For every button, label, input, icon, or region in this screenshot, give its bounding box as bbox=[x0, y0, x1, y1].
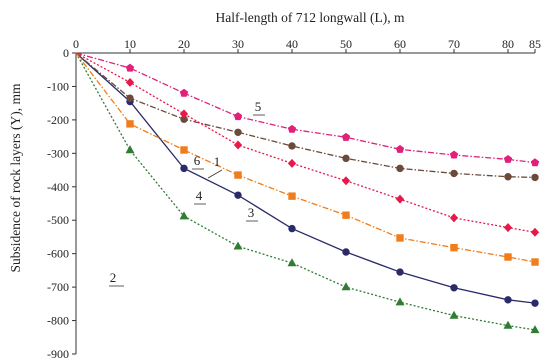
data-point bbox=[342, 248, 350, 256]
data-point bbox=[341, 132, 351, 141]
data-point bbox=[396, 268, 404, 276]
y-tick-label: -300 bbox=[47, 146, 69, 160]
series-label-5: 5 bbox=[255, 99, 262, 114]
data-point bbox=[449, 150, 459, 159]
x-tick-label: 0 bbox=[73, 37, 79, 51]
y-tick-label: -900 bbox=[47, 347, 69, 360]
data-point bbox=[396, 234, 404, 242]
data-point bbox=[530, 158, 540, 167]
data-point bbox=[234, 128, 242, 136]
data-point bbox=[288, 192, 296, 200]
series-2 bbox=[75, 52, 540, 334]
x-tick-label: 30 bbox=[232, 37, 244, 51]
y-tick-label: -700 bbox=[47, 280, 69, 294]
series-label-6: 6 bbox=[194, 153, 201, 168]
y-tick-label: 0 bbox=[63, 46, 69, 60]
data-point bbox=[288, 142, 296, 150]
data-point bbox=[530, 227, 540, 237]
data-point bbox=[125, 145, 135, 154]
series-line bbox=[75, 52, 536, 304]
data-point bbox=[449, 310, 459, 319]
y-tick-label: -500 bbox=[47, 213, 69, 227]
data-point bbox=[503, 223, 513, 233]
series-3 bbox=[75, 52, 539, 182]
data-point bbox=[180, 146, 188, 154]
x-axis-title: Half-length of 712 longwall (L), m bbox=[216, 10, 405, 25]
data-point bbox=[287, 124, 297, 133]
y-tick-labels: 0 -100 -200 -300 -400 -500 -600 -700 -800 -900 bbox=[47, 46, 69, 360]
x-tick-label: 40 bbox=[286, 37, 298, 51]
y-tick-label: -200 bbox=[47, 113, 69, 127]
data-point bbox=[449, 213, 459, 223]
data-point bbox=[504, 253, 512, 261]
data-point bbox=[179, 211, 189, 220]
data-point bbox=[341, 282, 351, 291]
data-point bbox=[233, 112, 243, 121]
data-point bbox=[531, 299, 539, 307]
data-point bbox=[450, 169, 458, 178]
data-point bbox=[179, 109, 189, 119]
x-tick-label: 80 bbox=[502, 37, 514, 51]
x-tick-labels: 0 10 20 30 40 50 60 70 80 85 bbox=[73, 37, 541, 51]
x-tick-label: 70 bbox=[448, 37, 460, 51]
data-point bbox=[341, 176, 351, 186]
series-line bbox=[75, 52, 536, 331]
data-point bbox=[126, 94, 134, 102]
data-point bbox=[395, 297, 405, 306]
data-point bbox=[531, 258, 539, 266]
series-line bbox=[75, 52, 536, 233]
data-point bbox=[342, 211, 350, 219]
series-5 bbox=[75, 52, 540, 167]
data-point bbox=[126, 120, 134, 128]
label-leader-line bbox=[207, 169, 223, 179]
x-tick-label: 10 bbox=[124, 37, 136, 51]
series-label-3: 3 bbox=[248, 205, 255, 220]
series-4 bbox=[75, 52, 539, 266]
y-tick-label: -600 bbox=[47, 247, 69, 261]
data-point bbox=[504, 173, 512, 181]
x-tick-label: 85 bbox=[529, 37, 541, 51]
data-point bbox=[395, 194, 405, 204]
data-point bbox=[287, 158, 297, 168]
data-point bbox=[233, 140, 243, 150]
series-line bbox=[75, 52, 536, 179]
data-point bbox=[233, 241, 243, 250]
series-labels: 1 2 3 4 5 6 bbox=[109, 99, 265, 287]
data-point bbox=[234, 171, 242, 179]
data-point bbox=[531, 173, 539, 182]
data-point bbox=[342, 154, 350, 163]
series-label-4: 4 bbox=[196, 188, 203, 203]
x-tick-label: 60 bbox=[394, 37, 406, 51]
data-point bbox=[180, 164, 188, 173]
data-point bbox=[179, 88, 189, 97]
axes bbox=[72, 49, 536, 355]
series-6 bbox=[75, 52, 540, 237]
data-point bbox=[395, 144, 405, 153]
data-point bbox=[396, 164, 404, 173]
y-axis-title: Subsidence of rock layers (Y), mm bbox=[8, 83, 23, 272]
series-label-2: 2 bbox=[110, 270, 117, 285]
data-point bbox=[234, 191, 242, 199]
y-tick-label: -800 bbox=[47, 314, 69, 328]
x-tick-label: 20 bbox=[178, 37, 190, 51]
data-point bbox=[503, 154, 513, 163]
y-tick-label: -400 bbox=[47, 180, 69, 194]
data-point bbox=[450, 284, 458, 292]
series-lines bbox=[75, 52, 540, 334]
data-point bbox=[125, 77, 135, 87]
y-tick-label: -100 bbox=[47, 79, 69, 93]
data-point bbox=[530, 325, 540, 334]
data-point bbox=[504, 296, 512, 304]
data-point bbox=[503, 320, 513, 329]
series-label-1: 1 bbox=[214, 154, 221, 169]
series-1 bbox=[75, 52, 539, 307]
data-point bbox=[287, 258, 297, 267]
data-point bbox=[450, 243, 458, 252]
series-line bbox=[75, 52, 536, 164]
series-line bbox=[75, 52, 536, 263]
data-point bbox=[125, 63, 135, 72]
x-tick-label: 50 bbox=[340, 37, 352, 51]
data-point bbox=[288, 224, 296, 233]
